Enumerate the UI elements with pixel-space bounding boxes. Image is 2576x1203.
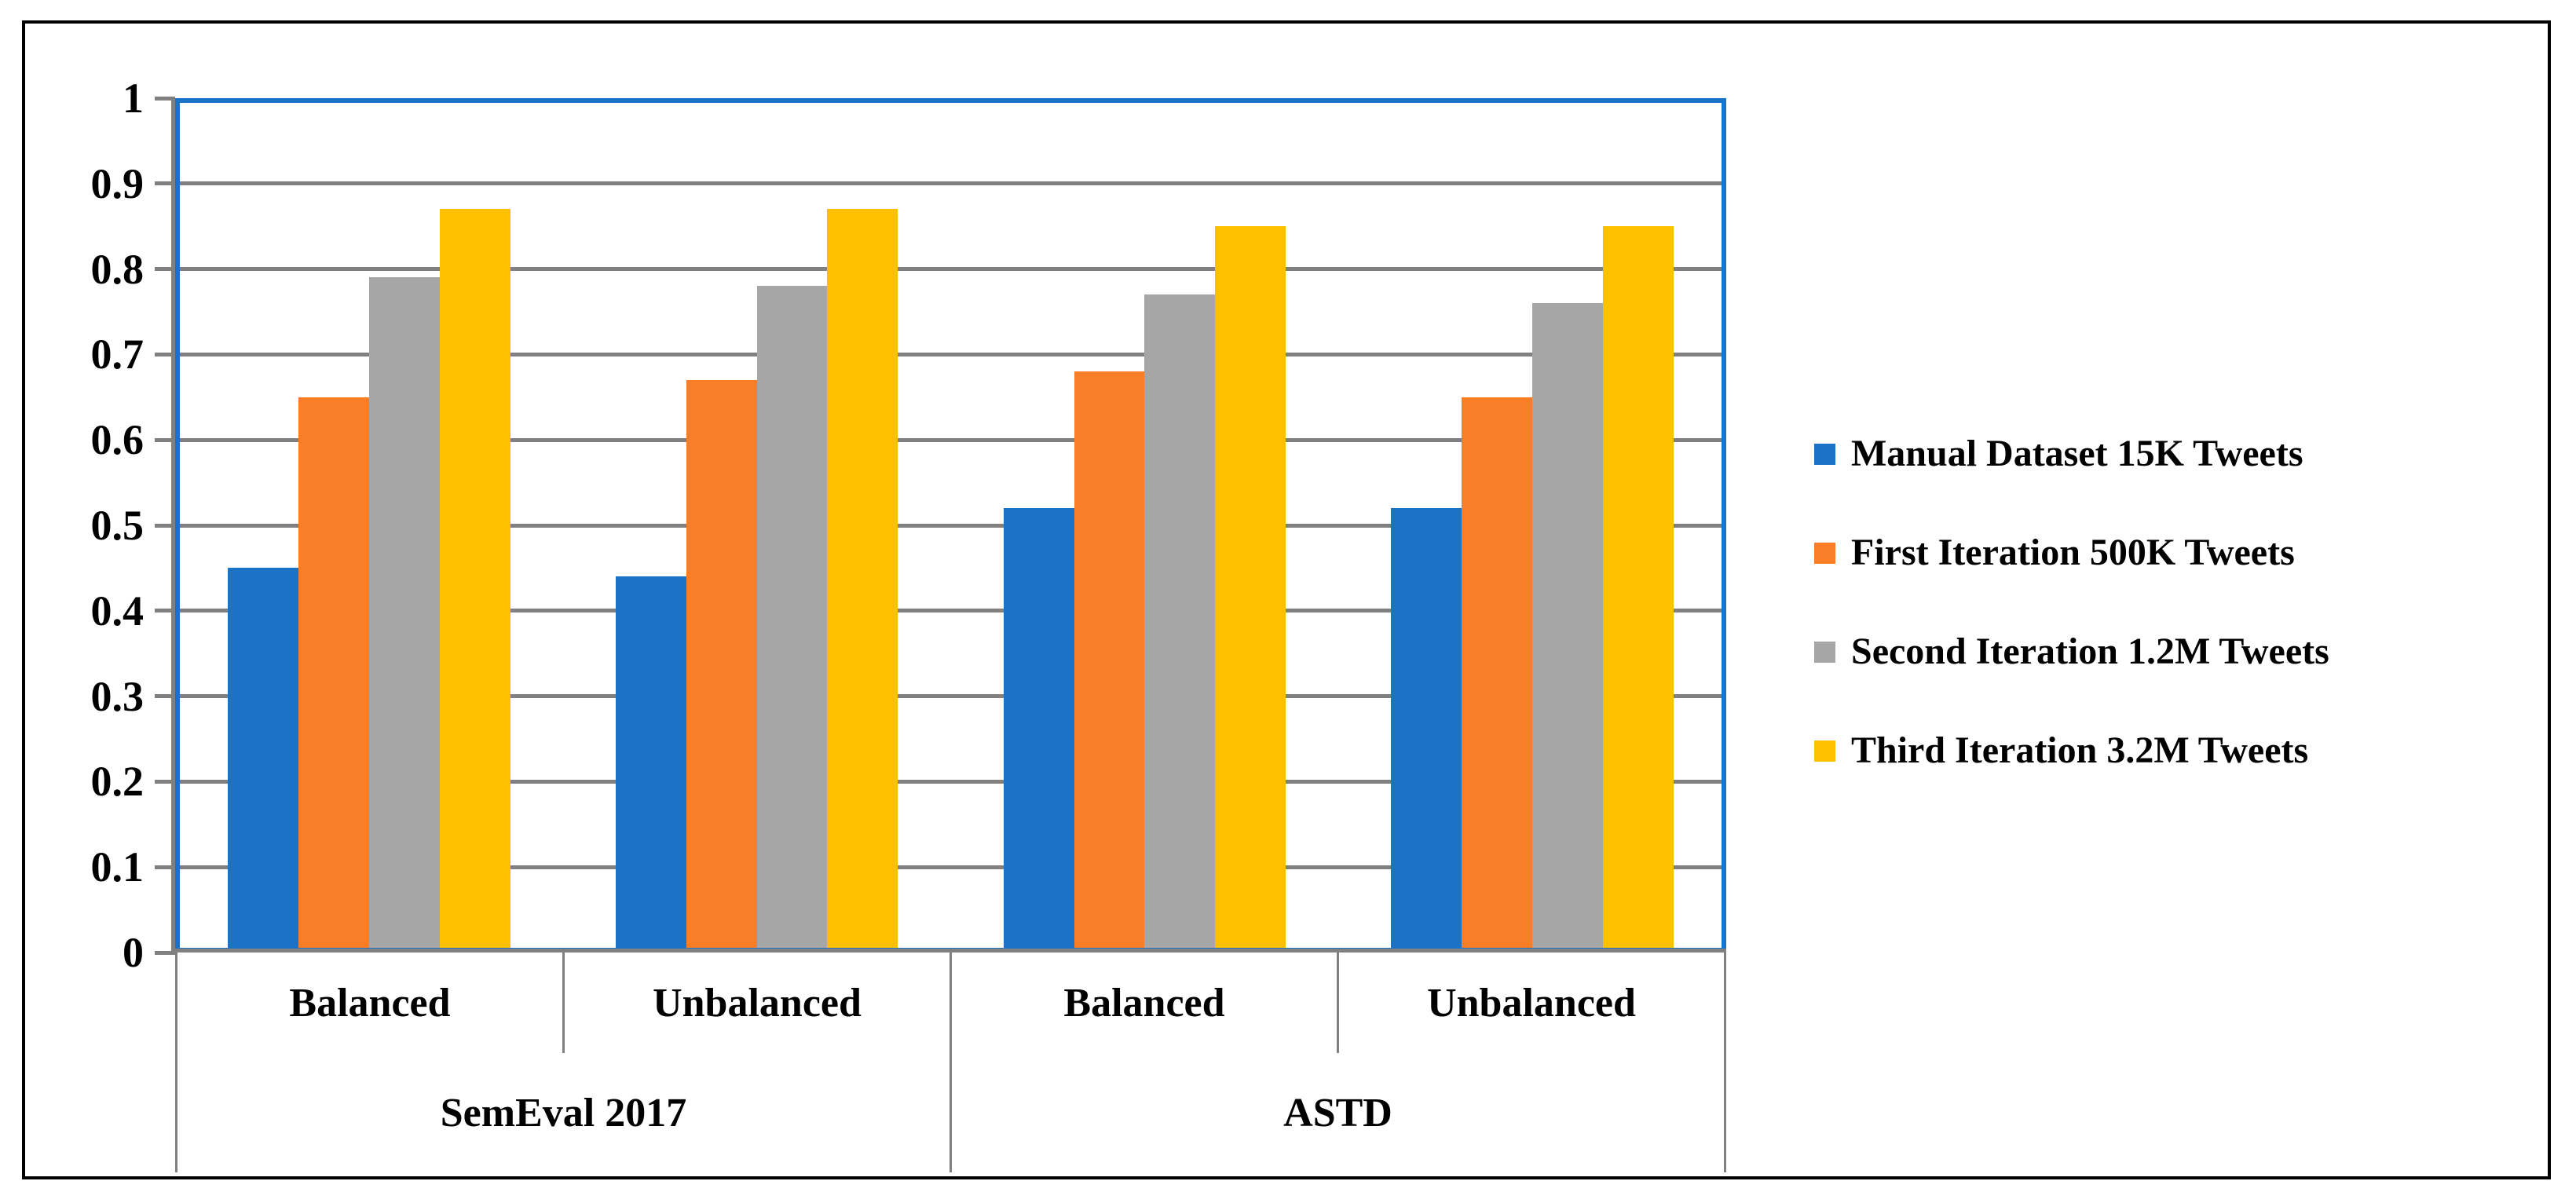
y-tick-mark (155, 437, 175, 442)
legend-series-name: Third Iteration 3.2M Tweets (1851, 729, 2309, 771)
legend-color-swatch (1814, 740, 1835, 762)
gridline (175, 267, 1726, 272)
legend-series-name: Manual Dataset 15K Tweets (1851, 433, 2303, 474)
gridline (175, 779, 1726, 784)
bar-group (175, 98, 563, 953)
gridline (175, 865, 1726, 869)
bar-second-iteration-1-2m-tweets (1532, 303, 1603, 953)
gridline (175, 181, 1726, 186)
group-label: SemEval 2017 (175, 1053, 950, 1172)
bar-first-iteration-500k-tweets (686, 380, 757, 953)
subcategory-label: Balanced (950, 953, 1337, 1053)
legend-color-swatch (1814, 443, 1835, 465)
y-tick-mark (155, 181, 175, 186)
bar-group (563, 98, 951, 953)
bar-manual-dataset-15k-tweets (615, 576, 686, 953)
bar-manual-dataset-15k-tweets (1391, 508, 1462, 953)
bar-first-iteration-500k-tweets (1462, 397, 1533, 953)
bar-third-iteration-3-2m-tweets (439, 209, 510, 953)
y-tick-label: 0.4 (90, 587, 145, 634)
bar-second-iteration-1-2m-tweets (1144, 294, 1216, 953)
bar-manual-dataset-15k-tweets (228, 568, 299, 953)
legend-item: First Iteration 500K Tweets (1814, 533, 2329, 572)
y-tick-mark (155, 865, 175, 869)
figure-frame: 1 0.9 0.8 0.7 0.6 0.5 0.4 0.3 0.2 0.1 0 Balanced Un… (22, 20, 2551, 1179)
y-tick-label: 1 (123, 75, 144, 122)
group-row: SemEval 2017 ASTD (175, 1053, 1726, 1172)
y-tick-mark (155, 267, 175, 272)
bar-group (951, 98, 1339, 953)
gridline (175, 352, 1726, 357)
y-tick-mark (155, 950, 175, 955)
legend-color-swatch (1814, 641, 1835, 663)
x-axis-baseline (175, 949, 1726, 953)
subcategory-label: Balanced (175, 953, 562, 1053)
y-tick-mark (155, 352, 175, 357)
y-tick-label: 0.3 (90, 672, 145, 720)
bar-third-iteration-3-2m-tweets (1602, 226, 1674, 953)
y-tick-mark (155, 96, 175, 101)
bar-groups (175, 98, 1726, 953)
legend-item: Third Iteration 3.2M Tweets (1814, 731, 2329, 770)
y-tick-mark (155, 609, 175, 613)
y-tick-label: 0.5 (90, 502, 145, 549)
y-axis: 1 0.9 0.8 0.7 0.6 0.5 0.4 0.3 0.2 0.1 0 (25, 75, 175, 976)
y-tick-mark (155, 523, 175, 528)
y-tick-label: 0.8 (90, 245, 145, 293)
gridline (175, 437, 1726, 442)
y-tick-label: 0.6 (90, 416, 145, 464)
subcategory-label: Unbalanced (562, 953, 950, 1053)
plot-area (175, 98, 1726, 953)
legend-series-name: Second Iteration 1.2M Tweets (1851, 631, 2329, 672)
gridline (175, 694, 1726, 699)
gridline (175, 523, 1726, 528)
bar-second-iteration-1-2m-tweets (756, 286, 828, 953)
bar-first-iteration-500k-tweets (1074, 371, 1145, 953)
y-tick-label: 0 (123, 929, 144, 976)
y-tick-label: 0.9 (90, 159, 145, 207)
y-tick-label: 0.1 (90, 843, 145, 891)
bar-third-iteration-3-2m-tweets (827, 209, 898, 953)
bar-group (1338, 98, 1726, 953)
gridline (175, 609, 1726, 613)
subcategory-label: Unbalanced (1337, 953, 1726, 1053)
legend-series-name: First Iteration 500K Tweets (1851, 532, 2295, 573)
y-tick-mark (155, 779, 175, 784)
group-label: ASTD (950, 1053, 1726, 1172)
bar-third-iteration-3-2m-tweets (1215, 226, 1286, 953)
y-tick-mark (155, 694, 175, 699)
category-axis: Balanced Unbalanced Balanced Unbalanced Sem… (175, 953, 1726, 1172)
y-tick-label: 0.7 (90, 331, 145, 378)
subcategory-row: Balanced Unbalanced Balanced Unbalanced (175, 953, 1726, 1053)
y-tick-label: 0.2 (90, 758, 145, 806)
legend-color-swatch (1814, 542, 1835, 564)
legend: Manual Dataset 15K Tweets First Iteration… (1814, 434, 2329, 770)
bar-manual-dataset-15k-tweets (1003, 508, 1074, 953)
bar-first-iteration-500k-tweets (298, 397, 369, 953)
legend-item: Manual Dataset 15K Tweets (1814, 434, 2329, 474)
bar-second-iteration-1-2m-tweets (368, 277, 440, 953)
legend-item: Second Iteration 1.2M Tweets (1814, 632, 2329, 671)
